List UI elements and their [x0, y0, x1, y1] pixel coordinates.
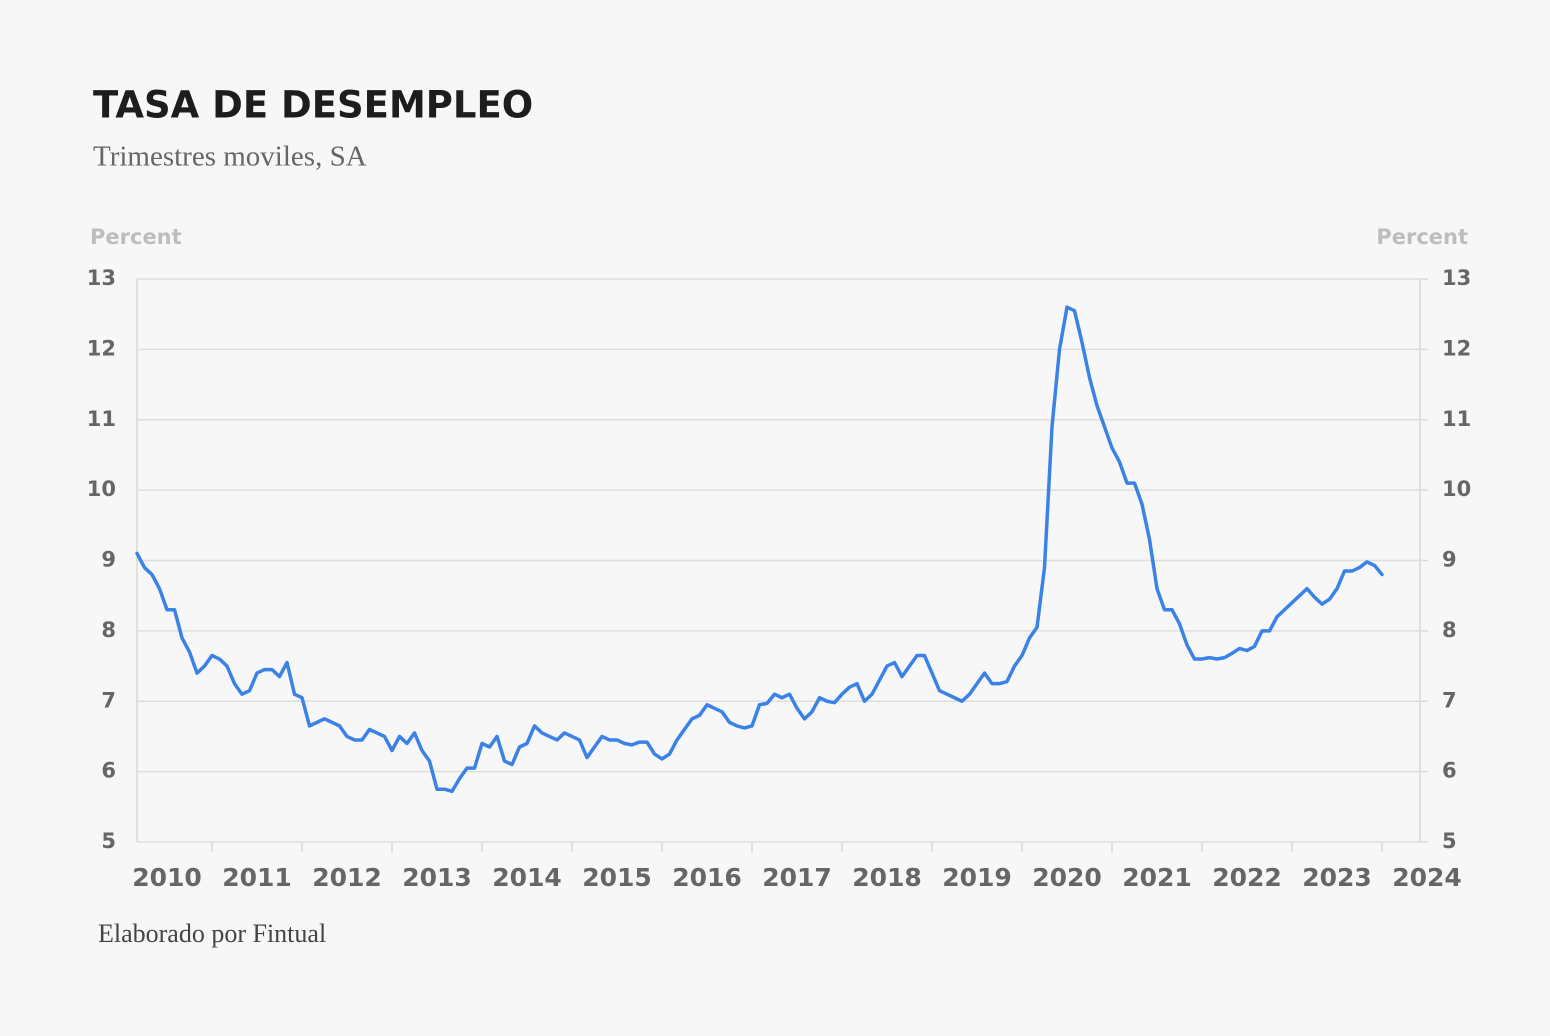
x-tick-label: 2023 [1302, 863, 1372, 892]
y-tick-label: 11 [87, 407, 116, 431]
y2-tick-label: 9 [1442, 548, 1457, 572]
x-tick-label: 2017 [762, 863, 832, 892]
y2-tick-label: 5 [1442, 829, 1457, 853]
chart-subtitle: Trimestres moviles, SA [93, 141, 367, 173]
x-tick-label: 2013 [402, 863, 472, 892]
x-tick-label: 2022 [1212, 863, 1282, 892]
y2-tick-label: 13 [1442, 266, 1471, 290]
x-tick-label: 2014 [492, 863, 562, 892]
y2-tick-label: 11 [1442, 407, 1471, 431]
y2-tick-label: 6 [1442, 759, 1457, 783]
y-tick-label: 6 [101, 759, 116, 783]
x-tick-label: 2016 [672, 863, 742, 892]
y-tick-label: 12 [87, 336, 116, 360]
x-tick-label: 2010 [132, 863, 202, 892]
y-tick-label: 9 [101, 548, 116, 572]
x-tick-label: 2011 [222, 863, 292, 892]
y2-tick-label: 10 [1442, 477, 1471, 501]
x-tick-label: 2018 [852, 863, 922, 892]
x-tick-label: 2021 [1122, 863, 1192, 892]
y2-axis-label: Percent [1376, 225, 1468, 249]
source: Elaborado por Fintual [98, 919, 326, 948]
y2-tick-label: 7 [1442, 688, 1457, 712]
y-axis-label: Percent [90, 225, 182, 249]
y-tick-label: 8 [101, 618, 116, 642]
y-tick-label: 7 [101, 688, 116, 712]
y2-tick-label: 8 [1442, 618, 1457, 642]
y-tick-label: 10 [87, 477, 116, 501]
data-line [135, 305, 1384, 794]
x-tick-label: 2024 [1392, 863, 1462, 892]
y-tick-label: 5 [101, 829, 116, 853]
y2-tick-label: 12 [1442, 336, 1471, 360]
x-tick-label: 2020 [1032, 863, 1102, 892]
x-tick-label: 2012 [312, 863, 382, 892]
chart-title: TASA DE DESEMPLEO [93, 84, 533, 127]
y-tick-label: 13 [87, 266, 116, 290]
x-tick-label: 2015 [582, 863, 652, 892]
x-tick-label: 2019 [942, 863, 1012, 892]
